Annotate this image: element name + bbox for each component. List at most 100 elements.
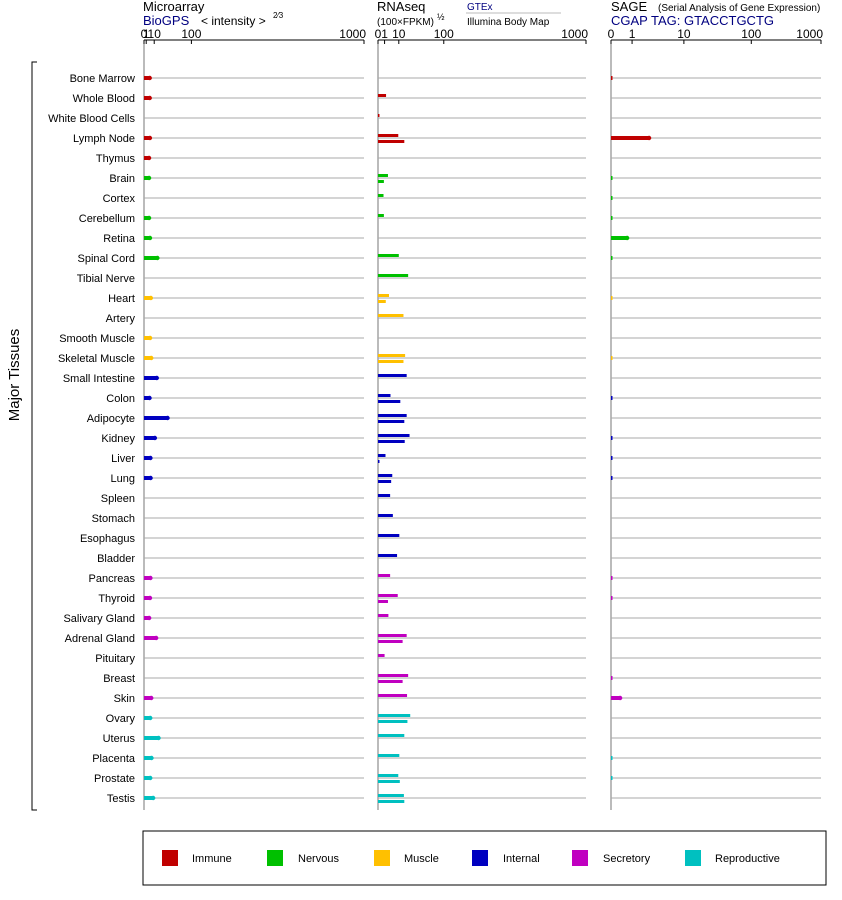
microarray-bar-end: [146, 215, 152, 221]
rnaseq-bar: [378, 614, 389, 617]
rnaseq-bar: [378, 360, 404, 363]
illumina-label: Illumina Body Map: [467, 17, 550, 28]
rnaseq-bar: [378, 694, 408, 697]
sage-bar-end: [624, 235, 630, 241]
rnaseq-bar: [378, 800, 405, 803]
rnaseq-bar: [378, 774, 399, 777]
tissue-label: Retina: [103, 233, 136, 245]
rnaseq-bar: [378, 254, 399, 257]
microarray-bar-end: [156, 735, 161, 741]
tissue-label: Lung: [111, 473, 135, 485]
rnaseq-bar: [378, 114, 380, 117]
tissue-label: Brain: [109, 173, 135, 185]
sage-title: SAGE: [611, 0, 647, 14]
tissue-label: Bladder: [97, 553, 135, 565]
legend-swatch-secretory: [572, 850, 588, 866]
microarray-tick-label: 0: [141, 27, 148, 41]
microarray-bar: [144, 476, 151, 480]
rnaseq-bar: [378, 640, 403, 643]
rnaseq-tick-label: 10: [392, 27, 406, 41]
tissue-label: Stomach: [92, 513, 135, 525]
tissue-label: Liver: [111, 453, 135, 465]
rnaseq-bar: [378, 514, 393, 517]
sage-bar: [611, 456, 613, 460]
gtex-label: GTEx: [467, 2, 493, 13]
rnaseq-bar: [378, 780, 400, 783]
microarray-bar: [144, 636, 157, 640]
tissue-label: White Blood Cells: [48, 113, 135, 125]
tissue-label: Pituitary: [95, 653, 135, 665]
rnaseq-bar: [378, 140, 405, 143]
sage-subtitle: (Serial Analysis of Gene Expression): [658, 3, 820, 14]
legend-label-immune: Immune: [192, 853, 232, 865]
microarray-bar-end: [146, 615, 152, 621]
microarray-bar-end: [149, 355, 154, 361]
rnaseq-bar: [378, 420, 405, 423]
legend-label-reproductive: Reproductive: [715, 853, 780, 865]
microarray-bar-end: [153, 635, 159, 641]
rnaseq-title: RNAseq: [377, 0, 425, 14]
microarray-bar-end: [148, 295, 154, 301]
microarray-bar: [144, 216, 150, 220]
rnaseq-bar: [378, 714, 411, 717]
microarray-bar: [144, 796, 154, 800]
tissue-label: Tibial Nerve: [77, 273, 135, 285]
microarray-bar: [144, 256, 158, 260]
microarray-bar-end: [165, 415, 170, 421]
microarray-bar: [144, 336, 151, 340]
rnaseq-bar: [378, 474, 393, 477]
microarray-bar-end: [148, 455, 153, 461]
tissue-label: Ovary: [106, 713, 136, 725]
microarray-bar-end: [148, 775, 153, 781]
microarray-bar: [144, 236, 150, 240]
tissue-label: Cerebellum: [79, 213, 135, 225]
rnaseq-bar: [378, 754, 400, 757]
rnaseq-bar: [378, 600, 388, 603]
rnaseq-bar: [378, 274, 409, 277]
rnaseq-bar: [378, 134, 399, 137]
microarray-bar: [144, 156, 150, 160]
rnaseq-bar: [378, 434, 410, 437]
rnaseq-bar: [378, 374, 407, 377]
sage-bar: [611, 256, 613, 260]
rnaseq-bar: [378, 294, 390, 297]
rnaseq-bar: [378, 94, 387, 97]
sage-bar: [611, 756, 613, 760]
tissue-label: Uterus: [103, 733, 136, 745]
sage-bar: [611, 236, 628, 240]
rnaseq-bar: [378, 574, 391, 577]
microarray-bar: [144, 136, 150, 140]
sage-bar-end: [617, 695, 623, 701]
rnaseq-bar: [378, 460, 380, 463]
rnaseq-bar: [378, 414, 407, 417]
microarray-bar-end: [147, 135, 153, 141]
microarray-bar: [144, 376, 157, 380]
tissue-label: Testis: [107, 793, 136, 805]
rnaseq-bar: [378, 654, 385, 657]
rnaseq-bar: [378, 734, 405, 737]
microarray-bar-end: [148, 715, 153, 721]
microarray-bar-end: [147, 75, 152, 81]
microarray-title: Microarray: [143, 0, 205, 14]
rnaseq-bar: [378, 354, 406, 357]
legend-label-internal: Internal: [503, 853, 540, 865]
microarray-source: BioGPS: [143, 13, 190, 28]
legend-swatch-reproductive: [685, 850, 701, 866]
sage-bar: [611, 136, 650, 140]
legend-label-secretory: Secretory: [603, 853, 651, 865]
rnaseq-bar: [378, 440, 405, 443]
microarray-bar: [144, 716, 151, 720]
microarray-bar: [144, 76, 150, 80]
microarray-bar-end: [146, 175, 152, 181]
tissue-label: Breast: [103, 673, 135, 685]
legend-swatch-immune: [162, 850, 178, 866]
rnaseq-tick-label: 1000: [561, 27, 588, 41]
microarray-bar-end: [148, 575, 153, 581]
tissue-label: Adipocyte: [87, 413, 135, 425]
sage-bar: [611, 356, 613, 360]
sage-bar: [611, 576, 613, 580]
rnaseq-bar: [378, 674, 409, 677]
microarray-bar-end: [148, 475, 153, 481]
microarray-bar-end: [147, 235, 153, 241]
